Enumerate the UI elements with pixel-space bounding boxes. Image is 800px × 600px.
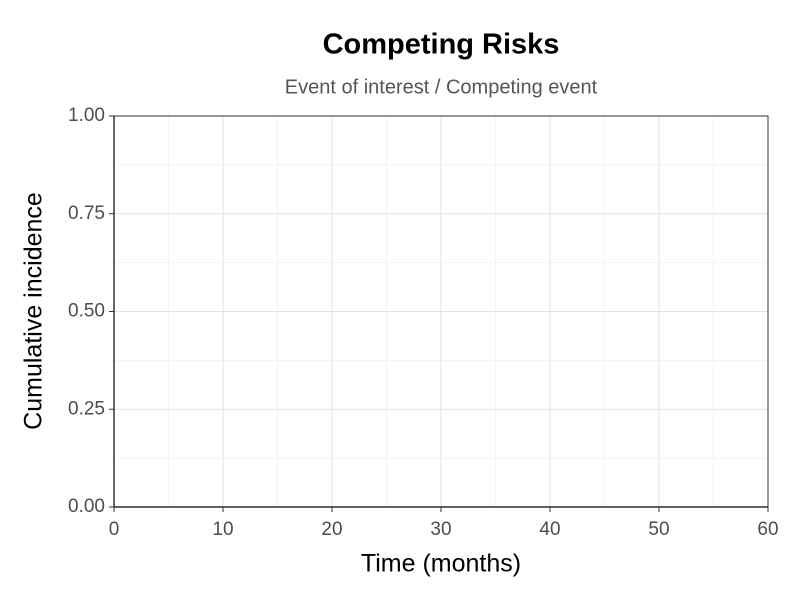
x-tick-label: 60	[757, 519, 778, 540]
x-axis-label: Time (months)	[361, 550, 521, 578]
x-tick-label: 50	[648, 519, 669, 540]
y-tick-label: 0.75	[68, 203, 105, 224]
y-tick-label: 0.50	[68, 301, 105, 322]
y-axis-label: Cumulative incidence	[20, 192, 48, 430]
x-tick-label: 40	[539, 519, 560, 540]
x-tick-label: 10	[212, 519, 233, 540]
x-tick-label: 30	[430, 519, 451, 540]
y-tick-label: 1.00	[68, 105, 105, 126]
chart-subtitle: Event of interest / Competing event	[285, 76, 598, 98]
y-tick-label: 0.25	[68, 398, 105, 419]
x-tick-label: 0	[109, 519, 120, 540]
chart-title: Competing Risks	[323, 29, 560, 61]
x-tick-label: 20	[321, 519, 342, 540]
y-tick-label: 0.00	[68, 496, 105, 517]
